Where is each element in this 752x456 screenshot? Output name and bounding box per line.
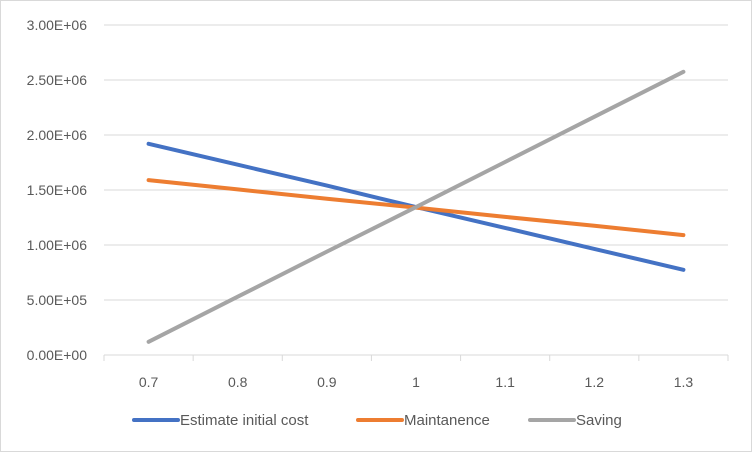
y-tick-label: 5.00E+05 bbox=[27, 292, 88, 308]
x-tick-label: 1.1 bbox=[495, 374, 515, 390]
y-tick-label: 2.50E+06 bbox=[27, 72, 88, 88]
series-lines bbox=[146, 69, 686, 344]
x-tick-label: 0.8 bbox=[228, 374, 248, 390]
legend-label-saving: Saving bbox=[576, 412, 622, 429]
legend: Estimate initial cost Maintanence Saving bbox=[132, 412, 622, 429]
x-tick-label: 1 bbox=[412, 374, 420, 390]
series-line-saving bbox=[146, 69, 686, 344]
y-tick-label: 1.00E+06 bbox=[27, 237, 88, 253]
x-tick-label: 0.9 bbox=[317, 374, 337, 390]
y-tick-label: 0.00E+00 bbox=[27, 347, 88, 363]
y-tick-label: 1.50E+06 bbox=[27, 182, 88, 198]
x-tick-label: 1.3 bbox=[674, 374, 694, 390]
x-tick-label: 0.7 bbox=[139, 374, 159, 390]
y-tick-label: 3.00E+06 bbox=[27, 17, 88, 33]
legend-label-estimate-initial-cost: Estimate initial cost bbox=[180, 412, 309, 429]
y-axis-tick-labels: 0.00E+00 5.00E+05 1.00E+06 1.50E+06 2.00E+06… bbox=[27, 17, 88, 363]
x-tick-label: 1.2 bbox=[585, 374, 605, 390]
x-axis-tick-labels: 0.7 0.8 0.9 1 1.1 1.2 1.3 bbox=[139, 374, 694, 390]
axes bbox=[103, 354, 729, 361]
gridlines bbox=[104, 24, 728, 301]
legend-label-maintanence: Maintanence bbox=[404, 412, 490, 429]
y-tick-label: 2.00E+06 bbox=[27, 127, 88, 143]
